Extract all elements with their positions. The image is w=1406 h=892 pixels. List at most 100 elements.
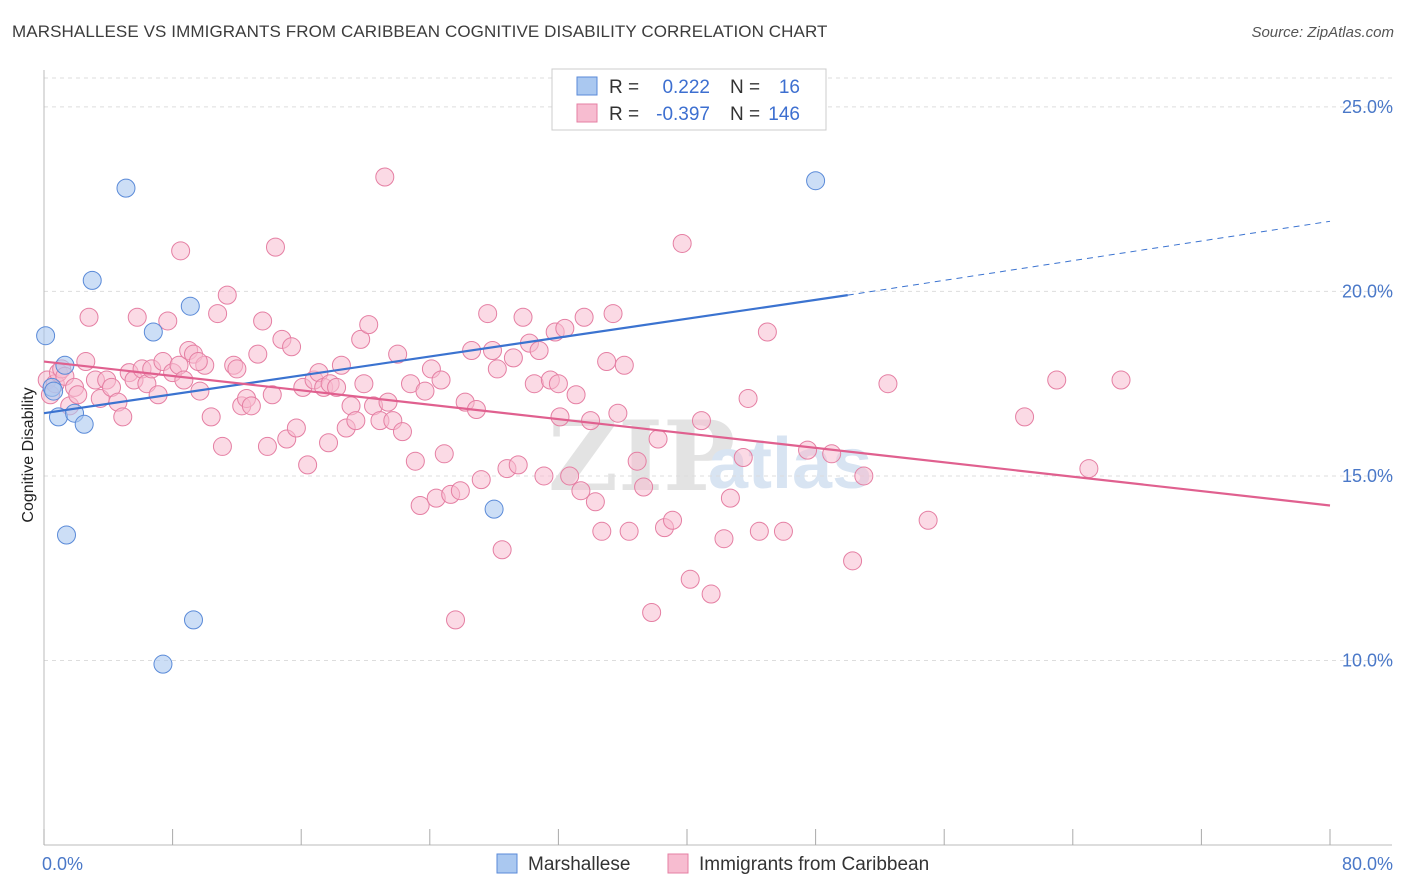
- caribbean-point: [503, 348, 523, 368]
- caribbean-point: [757, 322, 777, 342]
- caribbean-point: [714, 529, 734, 549]
- caribbean-point: [487, 359, 507, 379]
- marshallese-point: [74, 414, 94, 434]
- y-tick-label: 10.0%: [1342, 650, 1393, 670]
- caribbean-point: [918, 510, 938, 530]
- caribbean-point: [378, 392, 398, 412]
- y-axis-label: Cognitive Disability: [20, 387, 37, 522]
- legend-swatch-caribbean: [576, 103, 598, 123]
- y-tick-labels: 10.0% 15.0% 20.0% 25.0%: [1342, 97, 1393, 671]
- legend-r-label-2: R =: [609, 104, 639, 125]
- caribbean-trend-line: [43, 360, 1331, 507]
- caribbean-point: [592, 521, 612, 541]
- caribbean-point: [566, 385, 586, 405]
- caribbean-point: [446, 610, 466, 630]
- marshallese-point: [183, 610, 203, 630]
- legend-n-value-marshallese: 16: [779, 77, 800, 98]
- caribbean-point: [127, 307, 147, 327]
- caribbean-point: [680, 569, 700, 589]
- caribbean-point: [478, 304, 498, 324]
- caribbean-point: [482, 340, 502, 360]
- caribbean-point: [212, 436, 232, 456]
- caribbean-point: [513, 307, 533, 327]
- caribbean-point: [262, 385, 282, 405]
- trend-lines: [43, 220, 1331, 507]
- source-label: Source: ZipAtlas.com: [1251, 24, 1394, 41]
- caribbean-point: [642, 603, 662, 622]
- marshallese-point: [57, 525, 77, 545]
- marshallese-point: [180, 296, 200, 316]
- caribbean-point: [286, 418, 306, 438]
- caribbean-point: [1111, 370, 1131, 390]
- caribbean-point: [208, 304, 228, 324]
- correlation-legend: R = 0.222 N = 16 R = -0.397 N = 146: [551, 68, 827, 131]
- caribbean-point: [648, 429, 668, 449]
- caribbean-point: [529, 340, 549, 360]
- caribbean-point: [1079, 459, 1099, 479]
- caribbean-point: [450, 481, 470, 501]
- caribbean-point: [405, 451, 425, 471]
- y-tick-label: 20.0%: [1342, 281, 1393, 301]
- caribbean-point: [79, 307, 99, 327]
- caribbean-point: [1047, 370, 1067, 390]
- legend-n-value-caribbean: 146: [768, 104, 800, 125]
- caribbean-point: [113, 407, 133, 427]
- y-tick-label: 25.0%: [1342, 97, 1393, 117]
- caribbean-point: [524, 374, 544, 394]
- caribbean-point: [627, 451, 647, 471]
- caribbean-point: [257, 436, 277, 456]
- bottom-legend-swatch-caribbean: [667, 853, 689, 874]
- caribbean-point: [550, 407, 570, 427]
- caribbean-point: [608, 403, 628, 423]
- caribbean-point: [597, 352, 617, 372]
- caribbean-point: [585, 492, 605, 512]
- caribbean-point: [174, 370, 194, 390]
- caribbean-point: [217, 285, 237, 305]
- y-tick-label: 15.0%: [1342, 466, 1393, 486]
- caribbean-point: [327, 377, 347, 397]
- caribbean-point: [571, 481, 591, 501]
- caribbean-point: [672, 233, 692, 253]
- caribbean-point: [581, 411, 601, 431]
- caribbean-point: [619, 521, 639, 541]
- marshallese-point: [143, 322, 163, 342]
- marshallese-point: [116, 178, 136, 198]
- caribbean-point: [534, 466, 554, 486]
- caribbean-point: [282, 337, 302, 357]
- caribbean-point: [375, 167, 395, 187]
- caribbean-point: [319, 433, 339, 453]
- caribbean-point: [359, 315, 379, 335]
- caribbean-point: [388, 344, 408, 364]
- legend-r-value-marshallese: 0.222: [662, 77, 710, 98]
- marshallese-point: [82, 270, 102, 290]
- caribbean-point: [749, 521, 769, 541]
- caribbean-point: [354, 374, 374, 394]
- caribbean-point: [773, 521, 793, 541]
- marshallese-point: [806, 171, 826, 191]
- caribbean-point: [701, 584, 721, 604]
- marshallese-point: [36, 326, 56, 346]
- caribbean-point: [738, 388, 758, 408]
- caribbean-point: [351, 329, 371, 349]
- legend-swatch-marshallese: [576, 76, 598, 96]
- caribbean-point: [410, 495, 430, 515]
- marshallese-trend-line: [43, 294, 848, 415]
- caribbean-point: [346, 411, 366, 431]
- caribbean-point: [1015, 407, 1035, 427]
- legend-box: [551, 68, 827, 131]
- caribbean-point: [227, 359, 247, 379]
- marshallese-trend-extension: [847, 220, 1331, 296]
- x-tick-label-max: 80.0%: [1342, 854, 1393, 874]
- caribbean-point: [720, 488, 740, 508]
- caribbean-point: [248, 344, 268, 364]
- marshallese-point: [484, 499, 504, 519]
- caribbean-point: [548, 374, 568, 394]
- axes: [43, 70, 1392, 846]
- legend-r-label-1: R =: [609, 77, 639, 98]
- chart-title: MARSHALLESE VS IMMIGRANTS FROM CARIBBEAN…: [12, 22, 828, 41]
- caribbean-point: [471, 470, 491, 490]
- caribbean-point: [68, 385, 88, 405]
- marshallese-point: [44, 381, 64, 401]
- caribbean-point: [798, 440, 818, 460]
